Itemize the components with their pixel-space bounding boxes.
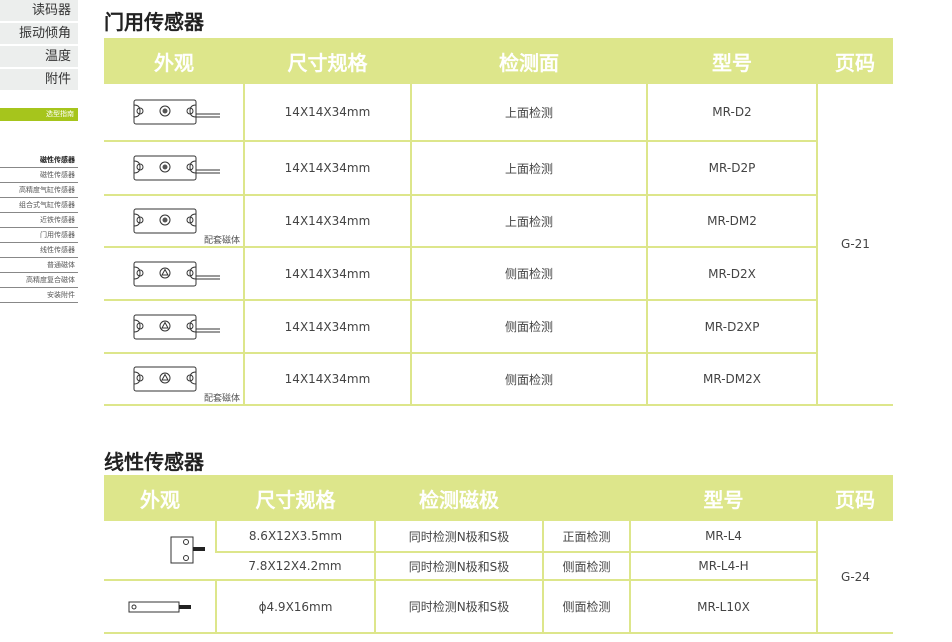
- table-row: 配套磁体 14X14X34mm 侧面检测 MR-DM2X: [104, 353, 893, 406]
- face-cell: 侧面检测: [410, 353, 647, 406]
- model-cell: MR-D2: [646, 84, 817, 142]
- appearance-cell: 配套磁体: [104, 353, 244, 406]
- face-cell: 上面检测: [410, 141, 647, 196]
- col-model: 型号: [647, 38, 817, 84]
- top-detect-magnet-icon: [133, 208, 196, 234]
- face-cell: 上面检测: [410, 84, 647, 142]
- nav-temperature[interactable]: 温度: [0, 46, 78, 67]
- selection-guide-tab[interactable]: 选型指南: [0, 108, 78, 121]
- model-cell: MR-DM2: [646, 195, 817, 248]
- model-cell: MR-D2P: [646, 141, 817, 196]
- appearance-cell: [104, 84, 244, 142]
- size-cell: 14X14X34mm: [243, 300, 411, 354]
- col-page: 页码: [817, 475, 893, 521]
- subnav-item[interactable]: 近铁传感器: [0, 213, 78, 228]
- cylinder-linear-sensor-icon: [128, 601, 191, 612]
- top-detect-sensor-icon: [133, 155, 220, 181]
- table-row: 配套磁体 14X14X34mm 上面检测 MR-DM2: [104, 195, 893, 248]
- nav-vibration-tilt[interactable]: 振动倾角: [0, 23, 78, 44]
- model-cell: MR-L4: [629, 521, 817, 553]
- magnet-note: 配套磁体: [203, 236, 240, 246]
- face-cell: 侧面检测: [542, 552, 630, 581]
- subnav-item[interactable]: 门用传感器: [0, 228, 78, 243]
- appearance-cell: 配套磁体: [104, 195, 244, 248]
- rect-linear-sensor-icon: [170, 536, 205, 564]
- face-cell: 正面检测: [542, 521, 630, 553]
- table-row: 14X14X34mm 侧面检测 MR-D2X: [104, 247, 893, 301]
- appearance-cell: [104, 580, 216, 634]
- subnav-item[interactable]: 组合式气缸传感器: [0, 198, 78, 213]
- subnav-item[interactable]: 高精度复合磁体: [0, 273, 78, 288]
- table-row: 14X14X34mm 上面检测 MR-D2 G-21: [104, 84, 893, 406]
- size-cell: ϕ4.9X16mm: [215, 580, 375, 634]
- table-row: 14X14X34mm 侧面检测 MR-D2XP: [104, 300, 893, 354]
- face-cell: 侧面检测: [410, 247, 647, 301]
- col-blank: [543, 475, 630, 521]
- subnav-item[interactable]: 磁性传感器: [0, 168, 78, 183]
- appearance-cell: [104, 521, 216, 581]
- table-row: 14X14X34mm 上面检测 MR-D2P: [104, 141, 893, 196]
- size-cell: 14X14X34mm: [243, 247, 411, 301]
- size-cell: 7.8X12X4.2mm: [216, 552, 375, 581]
- col-appearance: 外观: [104, 38, 244, 84]
- model-cell: MR-D2X: [646, 247, 817, 301]
- appearance-cell: [104, 300, 244, 354]
- model-cell: MR-D2XP: [646, 300, 817, 354]
- size-cell: 14X14X34mm: [243, 195, 411, 248]
- page-cell[interactable]: G-24: [816, 521, 893, 634]
- nav-accessories[interactable]: 附件: [0, 69, 78, 90]
- model-cell: MR-L10X: [629, 580, 817, 634]
- subnav-item[interactable]: 高精度气缸传感器: [0, 183, 78, 198]
- model-cell: MR-DM2X: [646, 353, 817, 406]
- top-detect-sensor-icon: [133, 99, 220, 125]
- col-pole: 检测磁极: [375, 475, 543, 521]
- subnav-item[interactable]: 普通磁体: [0, 258, 78, 273]
- linear-sensor-table: 外观 尺寸规格 检测磁极 型号 页码 8.6X12X3.5mm 同时检测N极和S…: [104, 475, 893, 634]
- col-page: 页码: [817, 38, 893, 84]
- model-cell: MR-L4-H: [629, 552, 817, 581]
- col-size: 尺寸规格: [244, 38, 411, 84]
- col-appearance: 外观: [104, 475, 216, 521]
- side-detect-magnet-icon: [133, 366, 196, 392]
- col-size: 尺寸规格: [216, 475, 375, 521]
- size-cell: 14X14X34mm: [243, 353, 411, 406]
- subnav-item[interactable]: 安装附件: [0, 288, 78, 303]
- linear-sensor-title: 线性传感器: [104, 450, 204, 474]
- appearance-cell: [104, 247, 244, 301]
- size-cell: 14X14X34mm: [243, 141, 411, 196]
- subnav-item[interactable]: 线性传感器: [0, 243, 78, 258]
- subnav-item[interactable]: 磁性传感器: [0, 153, 78, 168]
- side-detect-sensor-icon: [133, 314, 220, 339]
- pole-cell: 同时检测N极和S极: [374, 580, 543, 634]
- col-face: 检测面: [411, 38, 647, 84]
- sub-nav: 磁性传感器 磁性传感器 高精度气缸传感器 组合式气缸传感器 近铁传感器 门用传感…: [0, 153, 78, 303]
- col-model: 型号: [630, 475, 817, 521]
- face-cell: 侧面检测: [542, 580, 630, 634]
- door-sensor-table: 外观 尺寸规格 检测面 型号 页码 14X14X34mm 上面检测 MR-D2 G…: [104, 38, 893, 406]
- pole-cell: 同时检测N极和S极: [374, 552, 543, 581]
- size-cell: 8.6X12X3.5mm: [215, 521, 375, 553]
- pole-cell: 同时检测N极和S极: [374, 521, 543, 553]
- magnet-note: 配套磁体: [203, 394, 240, 404]
- side-detect-sensor-icon: [133, 261, 220, 286]
- size-cell: 14X14X34mm: [243, 84, 411, 142]
- page-cell[interactable]: G-21: [816, 84, 893, 406]
- appearance-cell: [104, 141, 244, 196]
- door-sensor-title: 门用传感器: [104, 10, 204, 34]
- top-nav: 读码器 振动倾角 温度 附件: [0, 0, 78, 92]
- face-cell: 侧面检测: [410, 300, 647, 354]
- face-cell: 上面检测: [410, 195, 647, 248]
- nav-barcode-reader[interactable]: 读码器: [0, 0, 78, 21]
